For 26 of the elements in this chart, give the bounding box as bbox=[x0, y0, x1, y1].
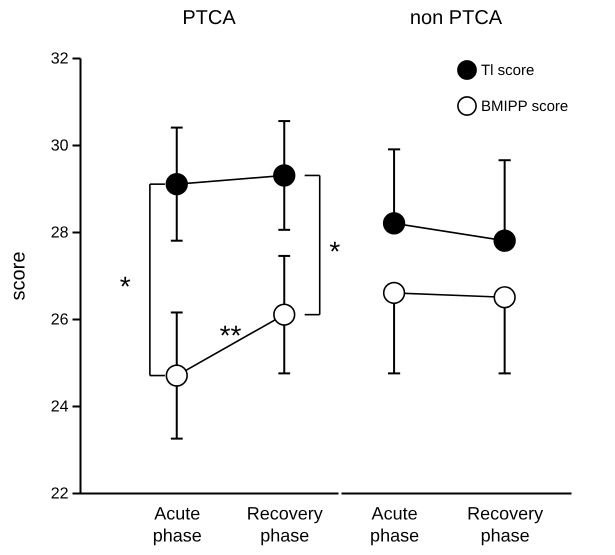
annotation: ** bbox=[220, 320, 242, 352]
point bbox=[166, 364, 188, 387]
y-tick-label: 22 bbox=[50, 486, 69, 502]
y-tick-label: 24 bbox=[50, 398, 69, 416]
point bbox=[493, 230, 516, 252]
legend-label: BMIPP score bbox=[481, 98, 568, 115]
point bbox=[382, 282, 406, 304]
chart-title: PTCA bbox=[182, 7, 236, 29]
x-tick-label: Recovery phase bbox=[467, 504, 544, 546]
point bbox=[273, 304, 296, 326]
y-tick-label: 28 bbox=[50, 224, 69, 242]
legend-label: Tl score bbox=[481, 62, 534, 79]
annotation: * bbox=[120, 270, 131, 302]
y-tick-label: 32 bbox=[50, 50, 69, 68]
annotation: * bbox=[329, 236, 340, 268]
x-tick-label: Acute phase bbox=[370, 504, 420, 546]
y-axis-title: score bbox=[8, 252, 30, 300]
y-tick-label: 30 bbox=[50, 138, 69, 154]
chart-title: non PTCA bbox=[410, 7, 503, 29]
point bbox=[382, 212, 406, 234]
point bbox=[273, 164, 296, 187]
x-tick-label: Acute phase bbox=[152, 504, 202, 546]
y-tick-label: 26 bbox=[50, 312, 69, 328]
point bbox=[166, 173, 188, 196]
x-tick-label: Recovery phase bbox=[246, 504, 323, 546]
point bbox=[493, 286, 516, 308]
